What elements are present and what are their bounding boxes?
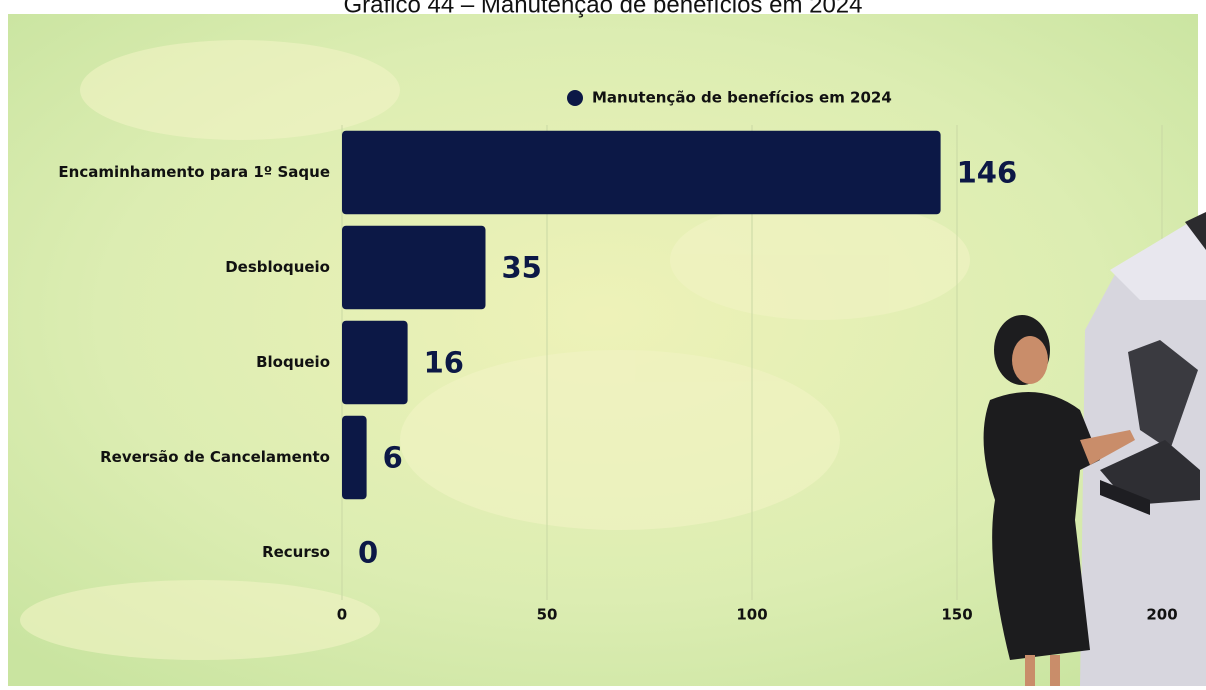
y-tick-label: Bloqueio xyxy=(256,353,330,371)
y-tick-label: Desbloqueio xyxy=(225,258,330,276)
legend-marker xyxy=(567,90,583,106)
bar xyxy=(342,130,941,215)
y-tick-label: Encaminhamento para 1º Saque xyxy=(58,163,330,181)
bar xyxy=(342,320,408,405)
x-tick-label: 150 xyxy=(941,606,972,624)
value-label: 0 xyxy=(358,536,378,570)
value-label: 35 xyxy=(502,251,542,285)
x-tick-label: 100 xyxy=(736,606,767,624)
value-label: 146 xyxy=(957,156,1018,190)
x-tick-label: 200 xyxy=(1146,606,1177,624)
chart-title: Gráfico 44 – Manutenção de benefícios em… xyxy=(344,0,863,18)
value-label: 6 xyxy=(383,441,403,475)
bar xyxy=(342,415,367,500)
y-tick-label: Reversão de Cancelamento xyxy=(100,448,330,466)
x-tick-label: 50 xyxy=(537,606,558,624)
legend-label: Manutenção de benefícios em 2024 xyxy=(592,89,892,107)
y-tick-label: Recurso xyxy=(262,543,330,561)
atm-illustration xyxy=(983,212,1206,686)
value-label: 16 xyxy=(424,346,464,380)
decoration-patches xyxy=(20,40,970,660)
x-tick-label: 0 xyxy=(337,606,347,624)
bar xyxy=(342,225,486,310)
